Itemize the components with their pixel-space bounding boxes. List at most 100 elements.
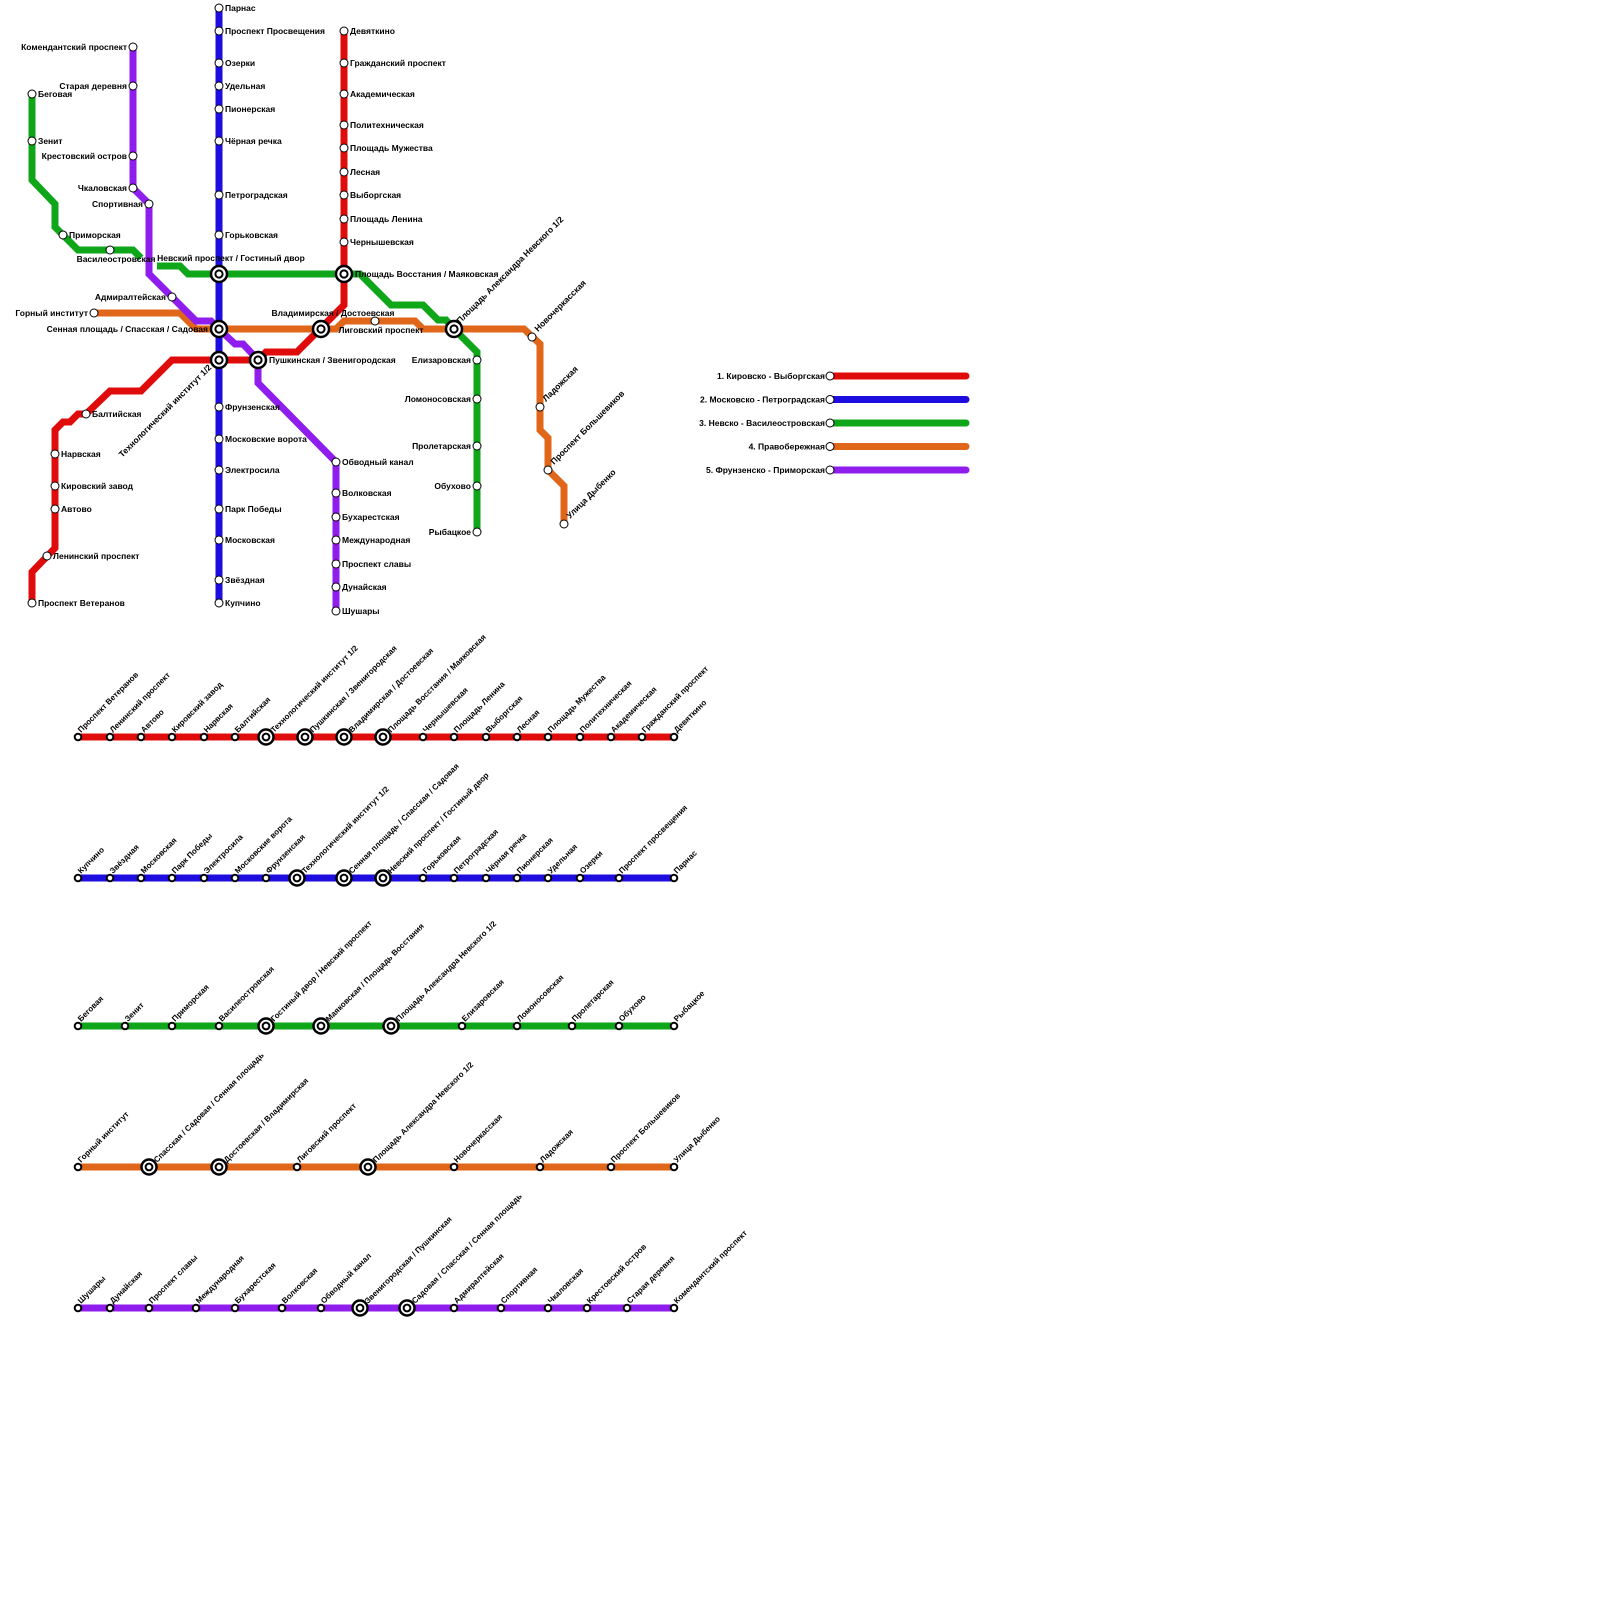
station-dot[interactable] [214, 190, 224, 200]
transfer-station[interactable]: Владимирская / Достоевская [272, 308, 395, 339]
strip-station[interactable]: Горный институт [73, 1110, 131, 1172]
transfer-icon[interactable] [311, 319, 331, 339]
transfer-icon[interactable] [209, 264, 229, 284]
station-dot[interactable] [214, 26, 224, 36]
strip-station[interactable]: Ленинский проспект [105, 670, 172, 742]
strip-station[interactable]: Пролетарская [567, 978, 616, 1031]
station-dot[interactable] [535, 402, 545, 412]
station-dot[interactable] [50, 504, 60, 514]
station-dot[interactable] [214, 504, 224, 514]
strip-station[interactable]: Новочеркасская [449, 1112, 505, 1172]
transfer-icon[interactable] [382, 1017, 400, 1035]
strip-station[interactable]: Площадь Ленина [449, 679, 507, 742]
station-dot[interactable] [27, 136, 37, 146]
station-dot[interactable] [472, 394, 482, 404]
station-dot[interactable] [81, 409, 91, 419]
station-dot[interactable] [214, 434, 224, 444]
transfer-icon[interactable] [209, 350, 229, 370]
strip-station[interactable]: Петроградская [449, 827, 501, 883]
strip-station[interactable]: Спортивная [496, 1265, 540, 1313]
station-dot[interactable] [128, 42, 138, 52]
transfer-icon[interactable] [374, 869, 392, 887]
strip-station[interactable]: Гостиный двор / Невский проспект [257, 919, 374, 1035]
station-dot[interactable] [128, 81, 138, 91]
station-dot[interactable] [472, 481, 482, 491]
station-dot[interactable] [50, 449, 60, 459]
strip-station[interactable]: Комендантский проспект [669, 1228, 749, 1313]
station-dot[interactable] [214, 575, 224, 585]
station-dot[interactable] [370, 316, 380, 326]
station-dot[interactable] [331, 457, 341, 467]
station-dot[interactable] [339, 214, 349, 224]
station-dot[interactable] [331, 606, 341, 616]
strip-station[interactable]: Парнас [669, 848, 699, 883]
transfer-icon[interactable] [248, 350, 268, 370]
transfer-station[interactable]: Пушкинская / Звенигородская [248, 350, 396, 370]
transfer-icon[interactable] [257, 1017, 275, 1035]
strip-station[interactable]: Спасская / Садовая / Сенная площадь [140, 1051, 266, 1176]
station-dot[interactable] [339, 167, 349, 177]
transfer-icon[interactable] [351, 1299, 369, 1317]
station-dot[interactable] [214, 58, 224, 68]
station-dot[interactable] [58, 230, 68, 240]
station-dot[interactable] [27, 89, 37, 99]
station-dot[interactable] [543, 465, 553, 475]
station-dot[interactable] [128, 151, 138, 161]
transfer-station[interactable]: Невский проспект / Гостиный двор [157, 253, 305, 284]
strip-station[interactable]: Приморская [167, 982, 211, 1031]
station-dot[interactable] [331, 512, 341, 522]
station-dot[interactable] [214, 230, 224, 240]
transfer-icon[interactable] [257, 728, 275, 746]
station-dot[interactable] [167, 292, 177, 302]
strip-station[interactable]: Рыбацкое [669, 989, 707, 1031]
strip-station[interactable]: Проспект славы [144, 1253, 200, 1313]
strip-station[interactable]: Площадь Александра Невского 1/2 [382, 919, 499, 1035]
station-dot[interactable] [214, 598, 224, 608]
station-dot[interactable] [27, 598, 37, 608]
strip-station[interactable]: Ломоносовская [512, 973, 566, 1031]
station-dot[interactable] [339, 237, 349, 247]
strip-station[interactable]: Улица Дыбенко [669, 1114, 722, 1172]
station-dot[interactable] [42, 551, 52, 561]
station-dot[interactable] [527, 332, 537, 342]
transfer-icon[interactable] [209, 319, 229, 339]
station-dot[interactable] [339, 143, 349, 153]
transfer-station[interactable]: Сенная площадь / Спасская / Садовая [47, 319, 229, 339]
station-dot[interactable] [214, 81, 224, 91]
station-dot[interactable] [472, 527, 482, 537]
station-dot[interactable] [472, 441, 482, 451]
transfer-icon[interactable] [140, 1158, 158, 1176]
station-dot[interactable] [214, 104, 224, 114]
transfer-icon[interactable] [374, 728, 392, 746]
transfer-icon[interactable] [334, 264, 354, 284]
station-dot[interactable] [128, 183, 138, 193]
transfer-icon[interactable] [398, 1299, 416, 1317]
station-dot[interactable] [339, 89, 349, 99]
station-dot[interactable] [89, 308, 99, 318]
station-dot[interactable] [331, 582, 341, 592]
transfer-icon[interactable] [288, 869, 306, 887]
strip-station[interactable]: Бухарестская [230, 1261, 278, 1313]
station-dot[interactable] [559, 519, 569, 529]
station-dot[interactable] [144, 199, 154, 209]
strip-station[interactable]: Проспект Большевиков [606, 1091, 683, 1172]
transfer-icon[interactable] [296, 728, 314, 746]
transfer-icon[interactable] [335, 728, 353, 746]
station-dot[interactable] [331, 535, 341, 545]
station-dot[interactable] [339, 58, 349, 68]
strip-station[interactable]: Волковская [277, 1266, 320, 1313]
strip-station[interactable]: Маяковская / Площадь Восстания [312, 921, 427, 1035]
strip-station[interactable]: Кировский завод [167, 680, 225, 742]
transfer-icon[interactable] [444, 319, 464, 339]
station-dot[interactable] [339, 26, 349, 36]
transfer-icon[interactable] [335, 869, 353, 887]
transfer-icon[interactable] [210, 1158, 228, 1176]
transfer-icon[interactable] [359, 1158, 377, 1176]
strip-station[interactable]: Елизаровская [457, 977, 506, 1031]
transfer-station[interactable]: Площадь Восстания / Маяковская [334, 264, 498, 284]
station-dot[interactable] [214, 465, 224, 475]
strip-station[interactable]: Крестовский остров [582, 1242, 649, 1313]
station-dot[interactable] [472, 355, 482, 365]
strip-station[interactable]: Лиговский проспект [292, 1101, 358, 1172]
station-dot[interactable] [50, 481, 60, 491]
